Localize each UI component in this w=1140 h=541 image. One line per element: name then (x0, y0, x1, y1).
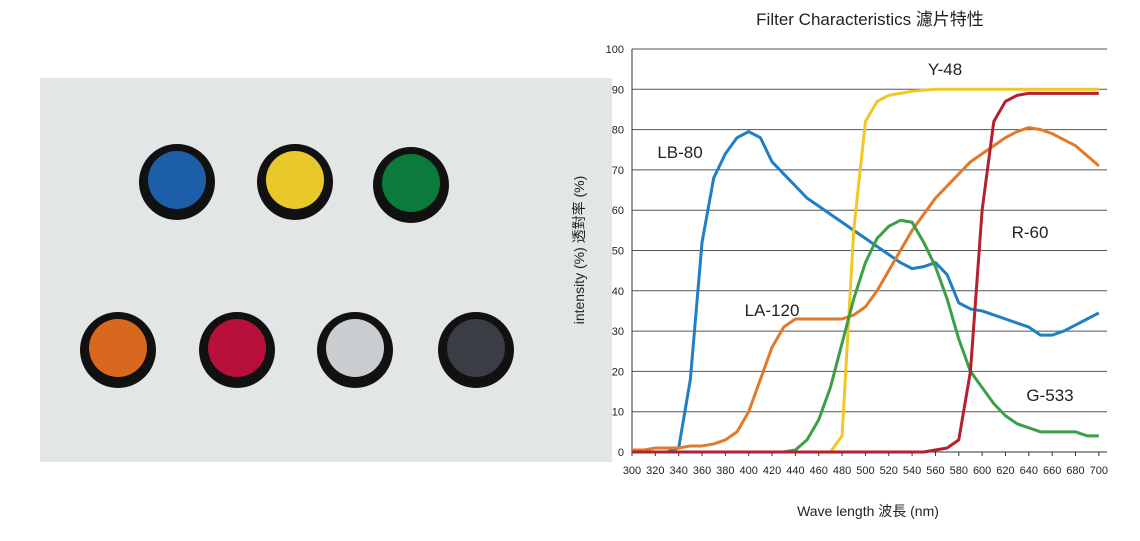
x-tick-label: 700 (1090, 465, 1108, 477)
x-tick-label: 340 (670, 465, 688, 477)
x-tick-label: 300 (623, 465, 641, 477)
series-line (632, 130, 1100, 454)
series-label: LA-120 (745, 301, 800, 320)
y-tick-label: 100 (606, 44, 624, 56)
series-label: G-533 (1026, 386, 1073, 405)
x-tick-label: 520 (880, 465, 898, 477)
y-tick-label: 40 (612, 286, 624, 298)
x-tick-label: 420 (763, 465, 781, 477)
x-tick-label: 620 (996, 465, 1014, 477)
y-tick-label: 60 (612, 205, 624, 217)
x-tick-label: 360 (693, 465, 711, 477)
x-tick-label: 640 (1020, 465, 1038, 477)
y-tick-label: 70 (612, 165, 624, 177)
filter-orange (80, 312, 156, 388)
series-label: LB-80 (657, 143, 702, 162)
x-tick-label: 460 (810, 465, 828, 477)
x-axis-label: Wave length 波長 (nm) (797, 503, 939, 519)
filter-red (199, 312, 275, 388)
filter-dark (438, 312, 514, 388)
x-tick-label: 660 (1043, 465, 1061, 477)
y-tick-label: 50 (612, 246, 624, 258)
y-tick-label: 0 (618, 447, 624, 459)
x-tick-label: 600 (973, 465, 991, 477)
plot: 0 10 20 30 40 50 60 70 80 90 100 300 320 340 360 380 400… (606, 44, 1108, 477)
x-tick-label: 540 (903, 465, 921, 477)
x-tick-label: 480 (833, 465, 851, 477)
filter-yellow (257, 144, 333, 220)
y-tick-label: 20 (612, 366, 624, 378)
y-axis-label: intensity (%) 透對率 (%) (571, 176, 587, 325)
x-tick-label: 500 (856, 465, 874, 477)
x-tick-label: 560 (926, 465, 944, 477)
x-tick-label: 680 (1066, 465, 1084, 477)
series-line (632, 91, 1099, 454)
filter-clear (317, 312, 393, 388)
x-tick-label: 440 (786, 465, 804, 477)
x-tick-label: 400 (740, 465, 758, 477)
filter-blue (139, 144, 215, 220)
filter-photo (40, 78, 612, 462)
y-tick-label: 80 (612, 125, 624, 137)
series-label: R-60 (1012, 223, 1049, 242)
y-tick-label: 90 (612, 84, 624, 96)
chart-title: Filter Characteristics 濾片特性 (756, 10, 984, 29)
series-line (632, 126, 1100, 452)
x-tick-label: 320 (646, 465, 664, 477)
x-tick-label: 380 (716, 465, 734, 477)
y-tick-label: 10 (612, 407, 624, 419)
photo-background (40, 78, 612, 462)
series-label: Y-48 (928, 60, 962, 79)
filter-green (373, 147, 449, 223)
x-tick-label: 580 (950, 465, 968, 477)
y-tick-label: 30 (612, 326, 624, 338)
